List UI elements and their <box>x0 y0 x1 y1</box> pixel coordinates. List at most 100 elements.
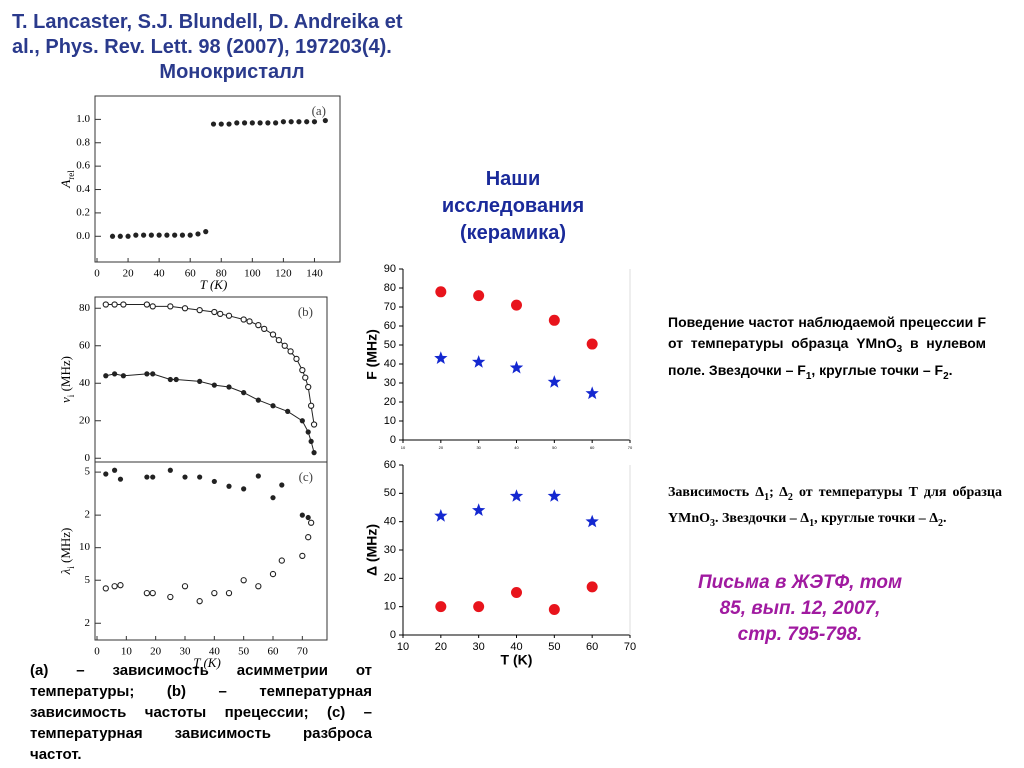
y-tick-label: 60 <box>384 459 396 471</box>
y-tick-label: 40 <box>384 358 396 370</box>
open-point <box>275 336 283 344</box>
y-axis-label-part: (MHz) <box>58 528 73 567</box>
point <box>179 232 186 238</box>
x-tick-label: 20 <box>123 268 135 280</box>
star-point <box>434 351 448 364</box>
x-tick-label: 70 <box>297 646 309 658</box>
point <box>117 233 123 239</box>
y-tick-label: 0.6 <box>76 160 90 172</box>
fit-line <box>105 373 315 453</box>
star-point <box>434 509 448 522</box>
x-tick-label: 120 <box>275 268 292 280</box>
y-tick-label: 10 <box>79 541 91 553</box>
ours-line: исследования <box>441 195 585 217</box>
y-tick-label: 0.0 <box>76 230 90 242</box>
open-point <box>240 316 247 323</box>
y-tick-label: 10 <box>384 601 396 613</box>
open-point <box>310 421 318 428</box>
x-tick-label: 100 <box>244 268 261 280</box>
subscript: 3 <box>710 517 715 529</box>
point <box>299 418 305 424</box>
point <box>273 120 279 126</box>
point <box>241 486 247 492</box>
x-tick-label: 70 <box>628 445 633 450</box>
point <box>167 376 173 383</box>
open-point <box>278 557 285 564</box>
x-tick-label: 20 <box>150 646 162 658</box>
text-run: Зависимость Δ <box>668 485 765 500</box>
x-tick-label: 10 <box>401 445 406 450</box>
star-point <box>547 375 561 388</box>
text-run: от температуры T для образца YMnO <box>668 485 1003 526</box>
open-point <box>102 585 109 592</box>
point <box>270 495 276 501</box>
x-tick-label: 10 <box>397 641 409 653</box>
point <box>280 119 286 125</box>
open-point <box>261 325 268 333</box>
open-point <box>181 583 189 590</box>
open-point <box>305 383 312 391</box>
point <box>167 467 173 473</box>
point <box>305 429 311 435</box>
point <box>311 450 317 456</box>
x-tick-label: 60 <box>590 445 595 450</box>
y-tick-label: 50 <box>384 487 396 499</box>
point <box>210 121 217 127</box>
header-line: T. Lancaster, S.J. Blundell, D. Andreika… <box>12 11 403 33</box>
point <box>182 474 188 480</box>
x-tick-label: 30 <box>180 646 192 658</box>
x-tick-label: 70 <box>624 641 636 653</box>
point <box>511 299 522 311</box>
open-point <box>149 303 156 310</box>
point <box>322 117 328 124</box>
open-point <box>217 310 224 318</box>
y-axis-label-part: rel <box>66 170 76 180</box>
fit-line <box>105 304 315 425</box>
point <box>234 120 240 126</box>
x-tick-label: 80 <box>216 268 228 280</box>
open-point <box>281 342 288 349</box>
text-run: . <box>948 361 953 378</box>
point <box>112 371 118 377</box>
plot-frame <box>94 296 328 463</box>
point <box>120 373 126 379</box>
y-tick-label: 60 <box>384 320 396 332</box>
open-point <box>225 589 233 597</box>
open-point <box>143 301 151 308</box>
panel-label: (c) <box>299 469 313 484</box>
text-run: в нулевом поле. Звездочки – F <box>668 335 986 378</box>
point <box>203 229 209 235</box>
subscript: 1 <box>805 370 812 382</box>
x-tick-label: 0 <box>94 646 100 658</box>
point <box>255 397 261 403</box>
open-point <box>181 305 189 312</box>
reference-line: 85, вып. 12, 2007, <box>719 598 881 619</box>
open-point <box>196 598 203 605</box>
x-axis-label: T (K) <box>501 652 533 668</box>
y-tick-label: 20 <box>384 572 396 584</box>
open-point <box>287 348 294 355</box>
y-axis-label-part: i <box>66 394 76 397</box>
y-axis-label: νi (MHz) <box>58 356 76 403</box>
x-axis-label: T (K) <box>193 655 221 670</box>
point <box>241 120 248 126</box>
subscript: 2 <box>943 370 949 382</box>
subtitle: Монокристалл <box>159 61 305 83</box>
point <box>211 382 217 388</box>
x-tick-label: 50 <box>238 646 250 658</box>
y-axis-label-part: i <box>66 566 76 569</box>
point <box>141 232 147 238</box>
point <box>112 467 118 473</box>
ours-line: Наши <box>485 168 541 190</box>
point <box>435 286 447 298</box>
point <box>156 232 162 238</box>
point <box>304 119 310 125</box>
x-tick-label: 10 <box>121 646 133 658</box>
point <box>133 232 139 238</box>
x-tick-label: 60 <box>268 646 280 658</box>
open-point <box>196 306 203 314</box>
text-delta: Зависимость Δ1; Δ2 от температуры T для … <box>668 482 1002 534</box>
open-point <box>117 582 124 589</box>
point <box>265 120 271 126</box>
y-axis-label-part: ν <box>58 397 73 403</box>
